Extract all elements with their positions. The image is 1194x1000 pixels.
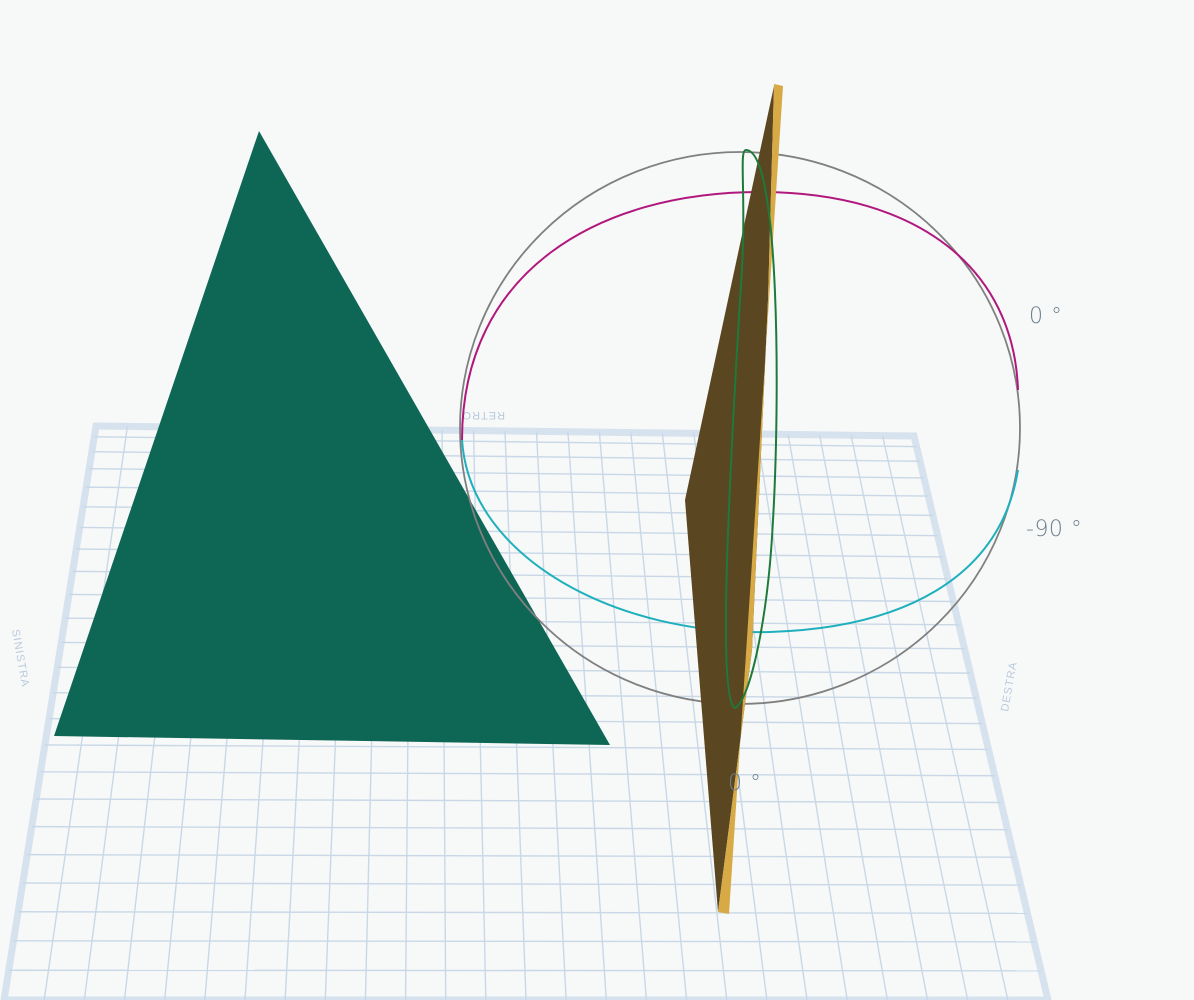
rotation-ring-x[interactable] bbox=[724, 148, 778, 710]
workplane-label-right: DESTRA bbox=[999, 661, 1020, 713]
grid-line-horizontal bbox=[8, 969, 1042, 972]
rotation-angle-label-bottom: 0 ° bbox=[728, 771, 762, 796]
grid-line-horizontal bbox=[27, 853, 1015, 858]
grid-line-vertical bbox=[756, 433, 848, 1000]
grid-line-vertical bbox=[630, 432, 688, 1000]
plate-front-face[interactable] bbox=[718, 84, 783, 914]
grid-line-vertical bbox=[598, 432, 648, 1000]
grid-line-vertical bbox=[850, 435, 969, 1000]
grid-line-horizontal bbox=[40, 771, 995, 777]
grid-line-horizontal bbox=[36, 798, 1002, 804]
grid-line-horizontal bbox=[22, 882, 1021, 886]
workplane-border bbox=[0, 422, 1052, 1000]
pyramid-shape[interactable] bbox=[54, 131, 610, 745]
grid-line-vertical bbox=[818, 434, 929, 1000]
grid-line-horizontal bbox=[13, 940, 1035, 943]
rotation-ring-y[interactable] bbox=[461, 439, 1019, 634]
rotation-angle-label-top: 0 ° bbox=[1029, 304, 1063, 329]
workplane-label-left: SINISTRA bbox=[9, 628, 31, 688]
rotation-angle-label-side: -90 ° bbox=[1026, 517, 1083, 542]
grid-line-vertical bbox=[787, 434, 889, 1000]
grid-line-vertical bbox=[881, 435, 1009, 1000]
workplane-label-back: RETRO bbox=[462, 409, 506, 421]
grid-line-horizontal bbox=[18, 911, 1028, 914]
grid-line-vertical bbox=[661, 432, 728, 1000]
grid-line-horizontal bbox=[31, 825, 1008, 831]
grid-line-horizontal bbox=[44, 744, 989, 751]
